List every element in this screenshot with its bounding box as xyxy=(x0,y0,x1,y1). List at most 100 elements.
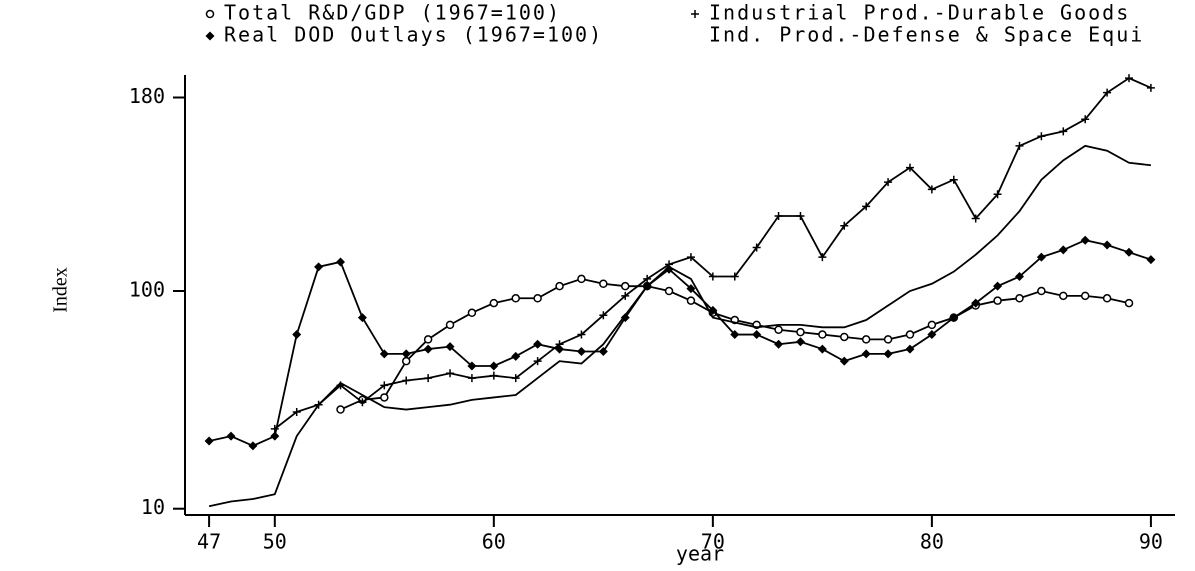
series-line xyxy=(274,77,1152,430)
x-tick-label: 47 xyxy=(197,530,221,554)
marker xyxy=(1037,132,1046,141)
marker xyxy=(839,356,849,366)
series-line xyxy=(208,144,1152,508)
marker xyxy=(467,361,477,371)
marker xyxy=(226,431,236,441)
marker xyxy=(1036,252,1046,262)
marker xyxy=(314,262,324,272)
marker xyxy=(1125,74,1133,83)
marker xyxy=(993,190,1002,199)
marker xyxy=(380,381,389,390)
marker xyxy=(949,175,958,184)
marker xyxy=(489,361,499,371)
marker xyxy=(620,281,630,291)
marker xyxy=(533,294,542,303)
y-axis-label: Index xyxy=(50,267,72,313)
x-axis-label: year xyxy=(676,542,724,566)
marker xyxy=(336,405,345,414)
marker xyxy=(358,398,367,407)
marker xyxy=(1102,240,1112,250)
y-tick-label: 180 xyxy=(129,84,165,108)
marker xyxy=(424,374,433,383)
marker xyxy=(818,253,827,262)
marker xyxy=(818,330,827,339)
marker xyxy=(730,272,739,281)
marker xyxy=(949,313,959,323)
marker xyxy=(489,298,499,308)
series-line xyxy=(340,277,1130,411)
marker xyxy=(270,431,280,441)
marker xyxy=(401,356,411,366)
marker xyxy=(927,320,937,330)
marker xyxy=(1080,291,1090,301)
marker xyxy=(884,178,893,187)
marker xyxy=(643,274,652,283)
marker xyxy=(599,311,608,320)
marker xyxy=(598,346,608,356)
marker xyxy=(1059,291,1068,301)
marker xyxy=(861,335,871,344)
marker xyxy=(489,371,498,380)
marker xyxy=(905,344,915,354)
marker xyxy=(577,330,586,339)
marker xyxy=(621,291,630,300)
marker xyxy=(204,436,214,446)
marker xyxy=(1124,298,1134,308)
marker xyxy=(446,369,455,378)
marker xyxy=(1037,286,1046,296)
marker xyxy=(883,335,893,344)
marker xyxy=(752,330,762,340)
marker xyxy=(292,330,302,340)
marker xyxy=(905,163,914,172)
marker xyxy=(796,327,805,337)
marker xyxy=(927,330,937,340)
marker xyxy=(993,296,1002,305)
marker xyxy=(1146,83,1155,92)
marker xyxy=(336,257,346,267)
marker xyxy=(730,330,740,340)
x-tick-label: 70 xyxy=(701,530,725,554)
marker xyxy=(555,340,564,349)
marker xyxy=(840,332,849,342)
marker xyxy=(1080,235,1090,245)
marker xyxy=(971,214,980,223)
marker xyxy=(971,298,981,308)
marker xyxy=(577,274,586,284)
marker xyxy=(1146,255,1156,265)
marker xyxy=(1081,115,1090,124)
marker xyxy=(292,407,301,416)
x-tick-label: 50 xyxy=(263,530,287,554)
marker xyxy=(270,424,279,433)
marker xyxy=(1103,88,1112,97)
marker xyxy=(511,294,520,303)
marker xyxy=(686,253,695,262)
x-tick-label: 60 xyxy=(482,530,506,554)
marker xyxy=(1124,247,1134,257)
y-tick-label: 100 xyxy=(129,278,165,302)
legend-label: Industrial Prod.-Durable Goods xyxy=(709,1,1130,25)
marker xyxy=(423,335,433,344)
legend-label: Real DOD Outlays (1967=100) xyxy=(224,23,603,47)
marker xyxy=(927,185,936,194)
marker xyxy=(796,212,805,221)
marker xyxy=(1059,127,1068,136)
marker xyxy=(883,349,893,359)
marker xyxy=(379,349,389,359)
marker xyxy=(533,357,542,366)
marker xyxy=(467,374,476,383)
marker xyxy=(1014,271,1024,281)
legend-label: Ind. Prod.-Defense & Space Equi xyxy=(709,23,1144,47)
marker xyxy=(402,376,411,385)
marker xyxy=(1102,294,1112,303)
marker xyxy=(795,337,805,347)
marker xyxy=(862,202,871,211)
legend-marker xyxy=(205,9,215,19)
marker xyxy=(1015,294,1024,303)
marker xyxy=(511,351,521,361)
marker xyxy=(357,313,367,323)
marker xyxy=(664,286,674,296)
series-line xyxy=(208,239,1152,447)
legend-marker xyxy=(691,10,699,18)
marker xyxy=(840,221,849,230)
